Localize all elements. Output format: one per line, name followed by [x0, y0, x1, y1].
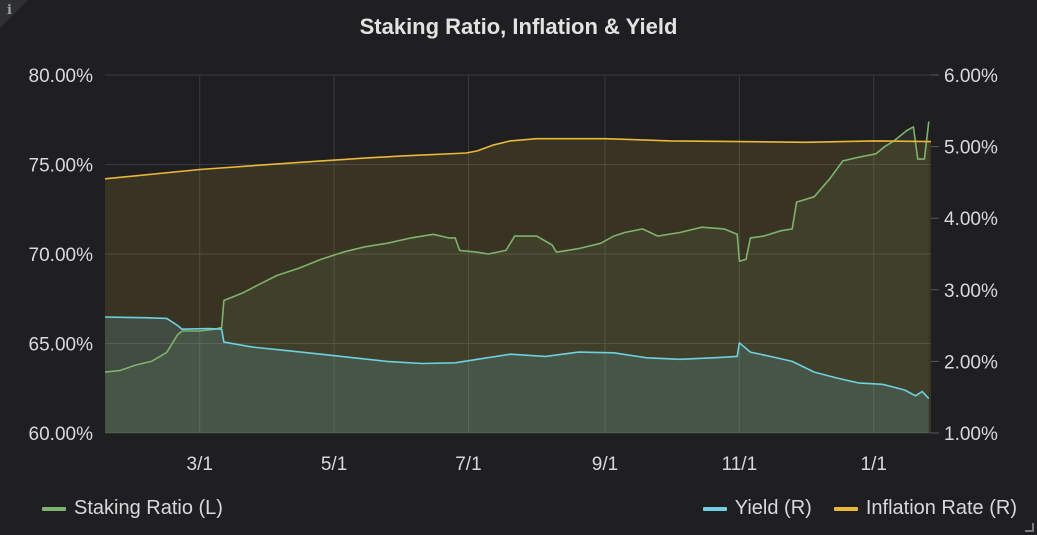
x-tick-label: 1/1 — [861, 454, 887, 475]
left-tick-label: 75.00% — [29, 156, 94, 177]
series-area-inflation-rate-r- — [105, 138, 931, 433]
legend-item-inflation-rate[interactable]: Inflation Rate (R) — [833, 497, 1017, 520]
series-line-inflation-rate-r- — [104, 137, 932, 180]
left-tick-label: 65.00% — [29, 335, 94, 356]
resize-handle-icon[interactable] — [1025, 523, 1034, 532]
gridlines — [105, 74, 931, 434]
legend-swatch — [702, 506, 727, 511]
right-tick-label: 6.00% — [944, 66, 998, 87]
legend-item-staking-ratio[interactable]: Staking Ratio (L) — [42, 497, 223, 520]
series-area-yield-r- — [105, 317, 929, 433]
right-axis: 1.00% 2.00% 3.00% 4.00% 5.00% 6.00% — [931, 66, 998, 445]
info-corner[interactable] — [0, 0, 28, 28]
x-axis: 3/1 5/1 7/1 9/1 11/1 1/1 — [187, 454, 887, 475]
legend-label: Staking Ratio (L) — [74, 497, 223, 519]
left-tick-label: 80.00% — [29, 66, 94, 87]
right-tick-label: 4.00% — [944, 209, 998, 230]
legend-label: Inflation Rate (R) — [865, 497, 1017, 519]
right-tick-label: 2.00% — [944, 352, 998, 373]
legend-right: Yield (R) Inflation Rate (R) — [681, 497, 1017, 520]
info-icon[interactable]: i — [7, 3, 12, 18]
chart-title: Staking Ratio, Inflation & Yield — [359, 14, 678, 39]
legend-left: Staking Ratio (L) — [42, 497, 223, 520]
right-tick-label: 5.00% — [944, 138, 998, 159]
legend-swatch — [833, 506, 858, 511]
right-tick-label: 3.00% — [944, 281, 998, 302]
x-tick-label: 5/1 — [321, 454, 347, 475]
legend-label: Yield (R) — [734, 497, 812, 519]
left-tick-label: 60.00% — [29, 424, 94, 445]
series-line-yield-r- — [104, 316, 930, 400]
right-tick-label: 1.00% — [944, 424, 998, 445]
series-line-staking-ratio-l- — [104, 121, 930, 373]
series-area-staking-ratio-l- — [105, 121, 929, 433]
x-tick-label: 3/1 — [187, 454, 213, 475]
x-tick-label: 9/1 — [592, 454, 618, 475]
x-tick-label: 7/1 — [455, 454, 481, 475]
x-tick-label: 11/1 — [722, 454, 758, 475]
series-areas — [105, 121, 931, 433]
legend-item-yield[interactable]: Yield (R) — [702, 497, 812, 520]
left-axis: 60.00% 65.00% 70.00% 75.00% 80.00% — [29, 66, 94, 445]
series-lines — [104, 121, 932, 400]
left-tick-label: 70.00% — [29, 245, 94, 266]
legend-swatch — [42, 506, 66, 511]
